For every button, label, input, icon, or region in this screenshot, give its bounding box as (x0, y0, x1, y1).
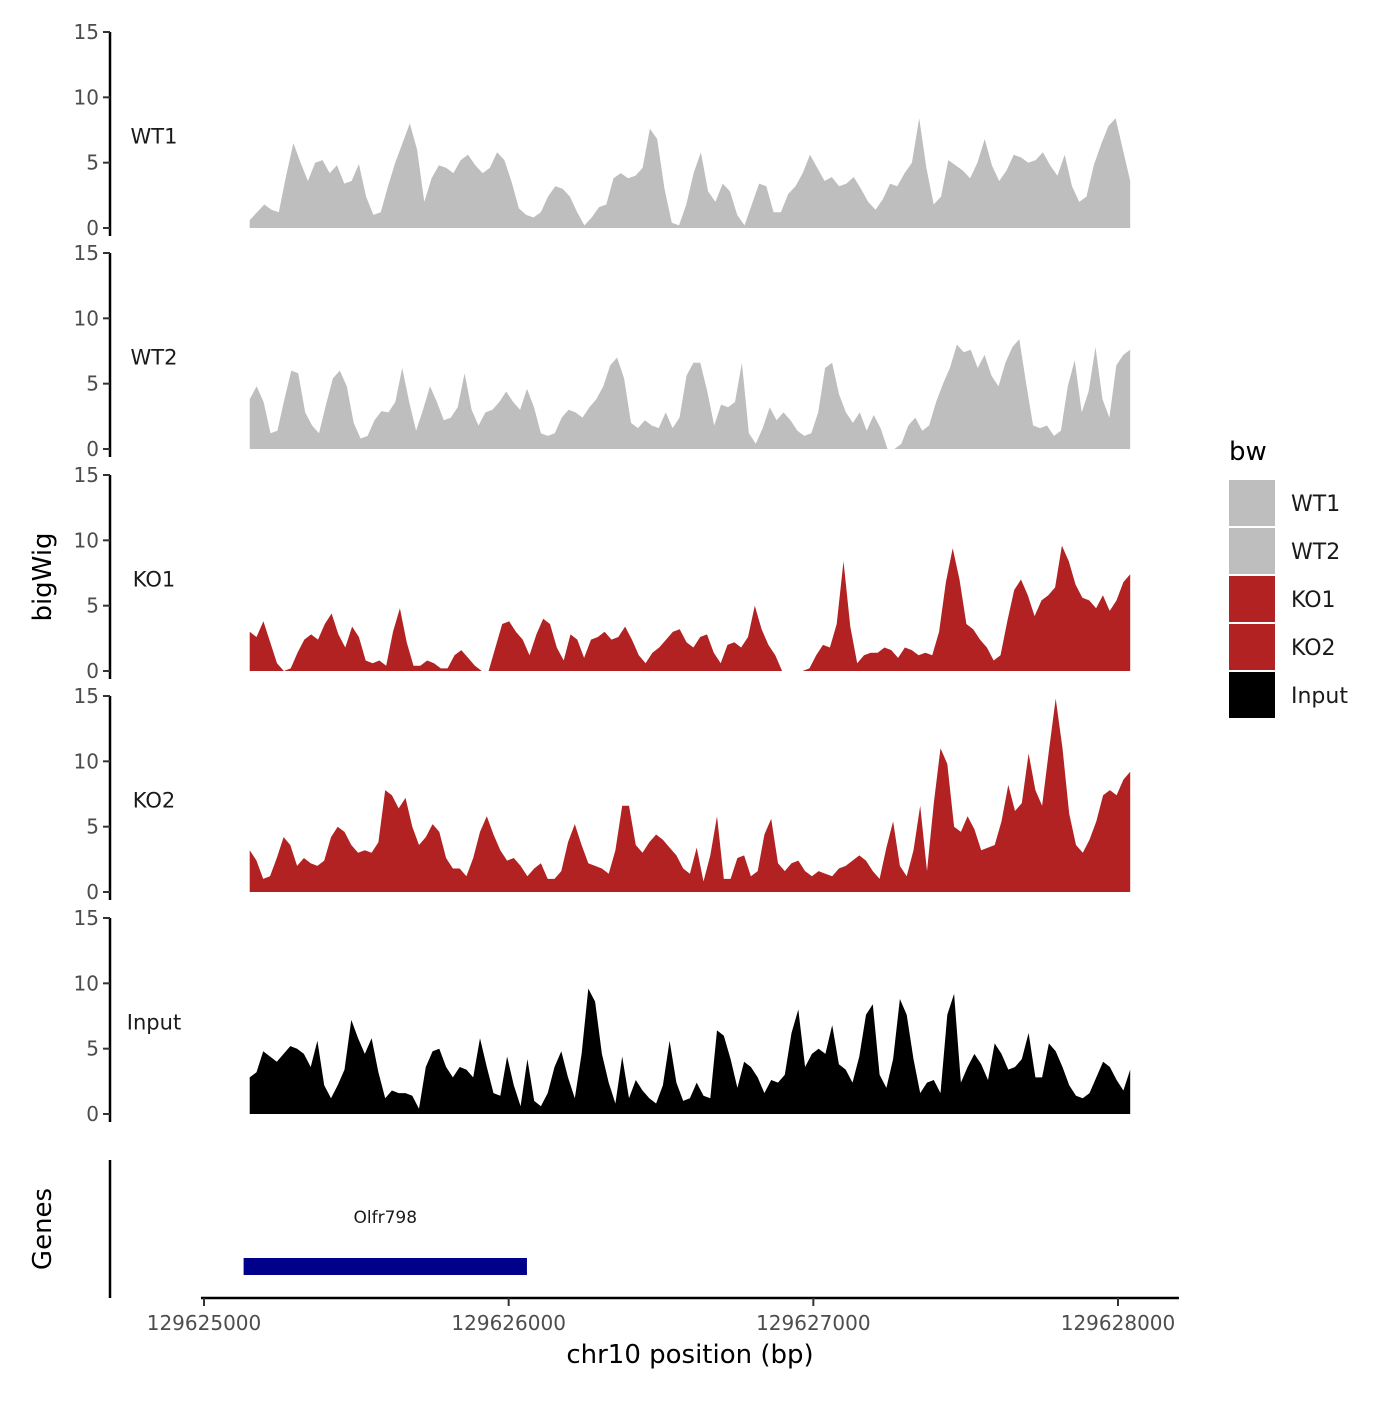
legend-swatch (1229, 624, 1275, 670)
y-tick-label: 10 (74, 528, 99, 552)
gene-olfr798: Olfr798 (243, 1208, 527, 1275)
y-tick-label: 15 (74, 20, 99, 44)
x-axis: 129625000 129626000 129627000 129628000 (147, 1296, 1179, 1335)
genes-axis-title: Genes (28, 1188, 58, 1270)
x-tick-label: 129628000 (1061, 1311, 1176, 1335)
track-wt1: 0 5 10 15 WT1 (74, 20, 1131, 240)
legend-label: KO1 (1291, 588, 1336, 613)
track-label-ko1: KO1 (133, 568, 176, 592)
x-tick-label: 129625000 (147, 1311, 262, 1335)
legend-label: WT2 (1291, 540, 1340, 565)
legend-swatch (1229, 528, 1275, 574)
y-tick-label: 5 (86, 1037, 99, 1061)
legend-swatch (1229, 576, 1275, 622)
signal-area-input (249, 988, 1131, 1114)
track-label-wt2: WT2 (131, 346, 178, 370)
y-tick-label: 15 (74, 241, 99, 265)
y-tick-label: 0 (86, 1102, 99, 1126)
track-label-wt1: WT1 (131, 125, 178, 149)
signal-area-ko2 (249, 698, 1131, 892)
legend-entry-wt1: WT1 (1229, 480, 1340, 526)
tracks-layer: 0 5 10 15 WT1 0 5 10 15 WT2 0 5 10 15 KO1 0 5 10 15 KO2 0 5 10… (74, 20, 1131, 1126)
track-ko1: 0 5 10 15 KO1 (74, 463, 1131, 683)
track-wt2: 0 5 10 15 WT2 (74, 241, 1131, 461)
y-tick-label: 0 (86, 216, 99, 240)
x-axis-title: chr10 position (bp) (566, 1340, 813, 1370)
genes-panel: Olfr798 (108, 1160, 527, 1298)
y-tick-label: 10 (74, 85, 99, 109)
signal-area-wt2 (249, 339, 1131, 449)
legend-entry-input: Input (1229, 672, 1348, 718)
y-tick-label: 10 (74, 749, 99, 773)
y-tick-label: 15 (74, 684, 99, 708)
track-label-input: Input (127, 1011, 181, 1035)
legend: bw WT1 WT2 KO1 KO2 Input (1229, 437, 1348, 718)
legend-entry-ko1: KO1 (1229, 576, 1336, 622)
legend-entry-ko2: KO2 (1229, 624, 1336, 670)
y-tick-label: 5 (86, 815, 99, 839)
legend-entry-wt2: WT2 (1229, 528, 1340, 574)
legend-swatch (1229, 480, 1275, 526)
legend-label: Input (1291, 684, 1348, 709)
y-tick-label: 5 (86, 372, 99, 396)
y-tick-label: 15 (74, 906, 99, 930)
y-tick-label: 0 (86, 659, 99, 683)
x-tick-label: 129627000 (756, 1311, 871, 1335)
legend-label: WT1 (1291, 492, 1340, 517)
legend-label: KO2 (1291, 636, 1336, 661)
y-tick-label: 15 (74, 463, 99, 487)
y-tick-label: 10 (74, 306, 99, 330)
signal-area-ko1 (249, 545, 1131, 671)
y-axis-title: bigWig (28, 532, 58, 621)
legend-swatch (1229, 672, 1275, 718)
gene-label: Olfr798 (354, 1208, 418, 1228)
y-tick-label: 0 (86, 437, 99, 461)
y-tick-label: 5 (86, 151, 99, 175)
y-tick-label: 0 (86, 880, 99, 904)
y-tick-label: 10 (74, 971, 99, 995)
signal-area-wt1 (249, 118, 1131, 228)
track-input: 0 5 10 15 Input (74, 906, 1131, 1126)
y-tick-label: 5 (86, 594, 99, 618)
legend-title: bw (1229, 437, 1267, 467)
track-ko2: 0 5 10 15 KO2 (74, 684, 1131, 904)
gene-body (243, 1258, 527, 1275)
track-label-ko2: KO2 (133, 789, 176, 813)
x-tick-label: 129626000 (451, 1311, 566, 1335)
